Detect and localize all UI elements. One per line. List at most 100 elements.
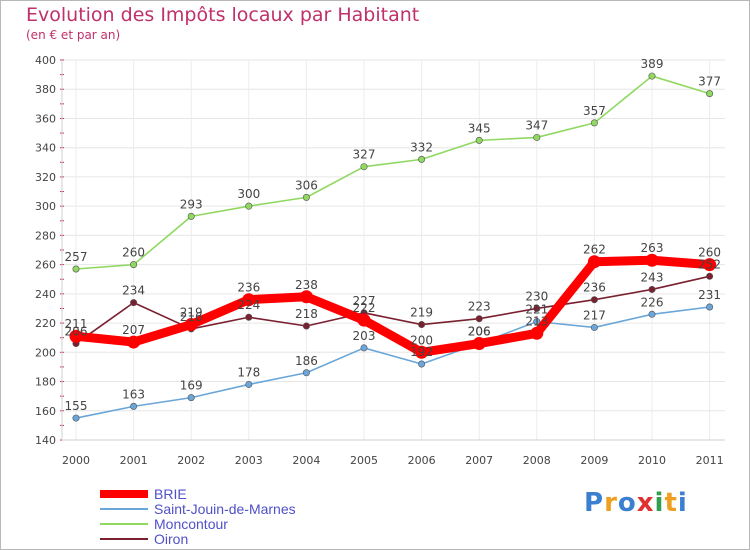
data-point-saint-jouin-de-marnes — [130, 402, 138, 410]
data-label-brie: 260 — [698, 246, 721, 260]
y-tick-label: 220 — [35, 317, 56, 330]
data-point-saint-jouin-de-marnes — [418, 360, 426, 368]
data-label-saint-jouin-de-marnes: 163 — [122, 387, 145, 401]
logo-letter: t — [664, 488, 678, 518]
data-label-saint-jouin-de-marnes: 192 — [410, 345, 433, 359]
proxiti-logo: Proxiti — [584, 488, 688, 518]
data-point-oiron — [302, 322, 310, 330]
data-label-moncontour: 357 — [583, 104, 606, 118]
data-point-moncontour — [72, 265, 80, 273]
legend-item-saint-jouin-de-marnes: Saint-Jouin-de-Marnes — [100, 501, 296, 517]
legend-swatch — [100, 508, 148, 510]
data-point-moncontour — [648, 72, 656, 80]
data-point-oiron — [475, 315, 483, 323]
y-tick-label: 240 — [35, 288, 56, 301]
logo-letter: i — [677, 488, 688, 518]
data-point-saint-jouin-de-marnes — [245, 380, 253, 388]
data-label-oiron: 216 — [180, 310, 203, 324]
y-tick-label: 300 — [35, 200, 56, 213]
data-point-moncontour — [533, 133, 541, 141]
series-line-brie — [71, 255, 715, 357]
x-tick-label: 2007 — [465, 454, 493, 467]
data-label-oiron: 219 — [410, 306, 433, 320]
data-label-brie: 213 — [525, 314, 548, 328]
data-label-moncontour: 327 — [353, 148, 376, 162]
legend-item-brie: BRIE — [100, 486, 187, 502]
data-label-brie: 219 — [180, 306, 203, 320]
data-point-oiron — [245, 313, 253, 321]
logo-letter: P — [584, 488, 605, 518]
data-label-moncontour: 389 — [641, 57, 664, 71]
y-tick-label: 340 — [35, 142, 56, 155]
data-point-moncontour — [706, 90, 714, 98]
data-label-saint-jouin-de-marnes: 231 — [698, 288, 721, 302]
logo-letter: o — [617, 488, 637, 518]
data-point-brie — [587, 255, 601, 269]
legend-swatch — [100, 538, 148, 540]
x-tick-label: 2010 — [638, 454, 666, 467]
data-point-saint-jouin-de-marnes — [648, 310, 656, 318]
y-tick-label: 320 — [35, 171, 56, 184]
data-label-brie: 222 — [353, 301, 376, 315]
data-point-brie — [530, 326, 544, 340]
data-point-saint-jouin-de-marnes — [533, 318, 541, 326]
x-tick-label: 2000 — [62, 454, 90, 467]
data-label-moncontour: 345 — [468, 121, 491, 135]
data-point-moncontour — [302, 193, 310, 201]
y-tick-label: 160 — [35, 405, 56, 418]
data-label-saint-jouin-de-marnes: 203 — [353, 329, 376, 343]
legend-label: Oiron — [154, 531, 189, 547]
data-point-brie — [645, 253, 659, 267]
legend-label: Saint-Jouin-de-Marnes — [154, 501, 296, 517]
y-tick-label: 140 — [35, 434, 56, 447]
y-tick-label: 180 — [35, 376, 56, 389]
legend-item-oiron: Oiron — [100, 531, 189, 547]
data-label-moncontour: 300 — [237, 187, 260, 201]
data-point-brie — [472, 337, 486, 351]
logo-letter: x — [636, 488, 655, 518]
data-point-oiron — [648, 285, 656, 293]
y-tick-label: 360 — [35, 112, 56, 125]
data-label-saint-jouin-de-marnes: 178 — [237, 365, 260, 379]
data-label-brie: 262 — [583, 243, 606, 257]
x-tick-label: 2008 — [523, 454, 551, 467]
data-label-oiron: 223 — [468, 300, 491, 314]
data-label-moncontour: 260 — [122, 246, 145, 260]
data-label-saint-jouin-de-marnes: 155 — [65, 399, 88, 413]
data-label-oiron: 224 — [237, 298, 260, 312]
data-label-moncontour: 293 — [180, 197, 203, 211]
data-point-oiron — [418, 321, 426, 329]
data-label-moncontour: 347 — [525, 118, 548, 132]
data-point-oiron — [706, 272, 714, 280]
y-tick-label: 400 — [35, 54, 56, 67]
data-label-brie: 206 — [468, 325, 491, 339]
chart-subtitle: (en € et par an) — [26, 28, 121, 42]
data-label-oiron: 234 — [122, 284, 145, 298]
data-point-saint-jouin-de-marnes — [187, 394, 195, 402]
data-label-moncontour: 377 — [698, 75, 721, 89]
x-tick-label: 2004 — [292, 454, 320, 467]
x-tick-label: 2005 — [350, 454, 378, 467]
data-label-saint-jouin-de-marnes: 186 — [295, 354, 318, 368]
data-point-brie — [127, 335, 141, 349]
logo-letter: r — [604, 488, 618, 518]
data-label-oiron: 243 — [641, 270, 664, 284]
chart-title: Evolution des Impôts locaux par Habitant — [26, 4, 420, 26]
y-tick-label: 380 — [35, 83, 56, 96]
data-point-moncontour — [187, 212, 195, 220]
data-label-moncontour: 257 — [65, 250, 88, 264]
data-label-saint-jouin-de-marnes: 217 — [583, 308, 606, 322]
data-point-moncontour — [245, 202, 253, 210]
data-point-brie — [299, 290, 313, 304]
data-point-moncontour — [590, 119, 598, 127]
data-point-brie — [242, 293, 256, 307]
data-point-saint-jouin-de-marnes — [360, 344, 368, 352]
data-point-oiron — [590, 296, 598, 304]
data-point-moncontour — [475, 136, 483, 144]
data-label-oiron: 227 — [353, 294, 376, 308]
x-tick-label: 2001 — [120, 454, 148, 467]
data-point-brie — [357, 313, 371, 327]
data-label-brie: 236 — [237, 281, 260, 295]
